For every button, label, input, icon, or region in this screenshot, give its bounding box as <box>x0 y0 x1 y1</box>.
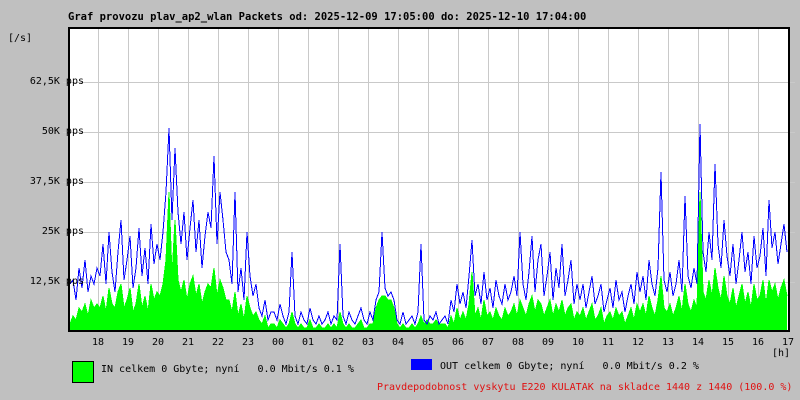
plot-background <box>70 29 790 332</box>
x-hour-label: 05 <box>421 337 435 348</box>
footer-warning-text: Pravdepodobnost vyskytu E220 KULATAK na … <box>377 382 793 393</box>
plot-border <box>68 27 790 332</box>
x-hour-label: 21 <box>181 337 195 348</box>
graph-title: Graf provozu plav_ap2_wlan Packets od: 2… <box>68 11 587 23</box>
in-series-area <box>70 192 787 332</box>
x-hour-label: 10 <box>571 337 585 348</box>
x-hour-label: 11 <box>601 337 615 348</box>
out-series-line <box>69 123 788 326</box>
x-hour-label: 23 <box>241 337 255 348</box>
x-hour-label: 15 <box>721 337 735 348</box>
x-hour-label: 02 <box>331 337 345 348</box>
x-hour-label: 01 <box>301 337 315 348</box>
y-tick-label: 37,5K pps <box>29 176 84 187</box>
x-hour-label: 17 <box>781 337 795 348</box>
x-hour-label: 04 <box>391 337 405 348</box>
x-hour-label: 19 <box>121 337 135 348</box>
y-tick-label: 25K pps <box>41 226 84 237</box>
legend-out-color-swatch <box>411 359 432 370</box>
x-hour-label: 03 <box>361 337 375 348</box>
y-tick-label: 62,5K pps <box>29 76 84 87</box>
x-hour-label: 22 <box>211 337 225 348</box>
x-hour-label: 09 <box>541 337 555 348</box>
x-hour-label: 12 <box>631 337 645 348</box>
legend-out-label: OUT celkem 0 Gbyte; nyní 0.0 Mbit/s 0.2 … <box>440 361 699 372</box>
x-axis-unit-label: [h] <box>771 348 790 359</box>
y-tick-label: 12,5K pps <box>29 276 84 287</box>
x-hour-label: 00 <box>271 337 285 348</box>
x-hour-label: 18 <box>91 337 105 348</box>
in-series-line <box>69 191 788 330</box>
x-hour-label: 16 <box>751 337 765 348</box>
legend-in-color-swatch <box>72 361 94 383</box>
traffic-graph-canvas <box>63 27 795 332</box>
x-hour-label: 20 <box>151 337 165 348</box>
x-hour-label: 06 <box>451 337 465 348</box>
x-hour-label: 13 <box>661 337 675 348</box>
legend-in-label: IN celkem 0 Gbyte; nyní 0.0 Mbit/s 0.1 % <box>101 364 354 375</box>
x-hour-label: 14 <box>691 337 705 348</box>
x-hour-label: 08 <box>511 337 525 348</box>
y-axis-unit-label: [/s] <box>8 33 33 44</box>
x-hour-label: 07 <box>481 337 495 348</box>
y-tick-label: 50K pps <box>41 126 84 137</box>
